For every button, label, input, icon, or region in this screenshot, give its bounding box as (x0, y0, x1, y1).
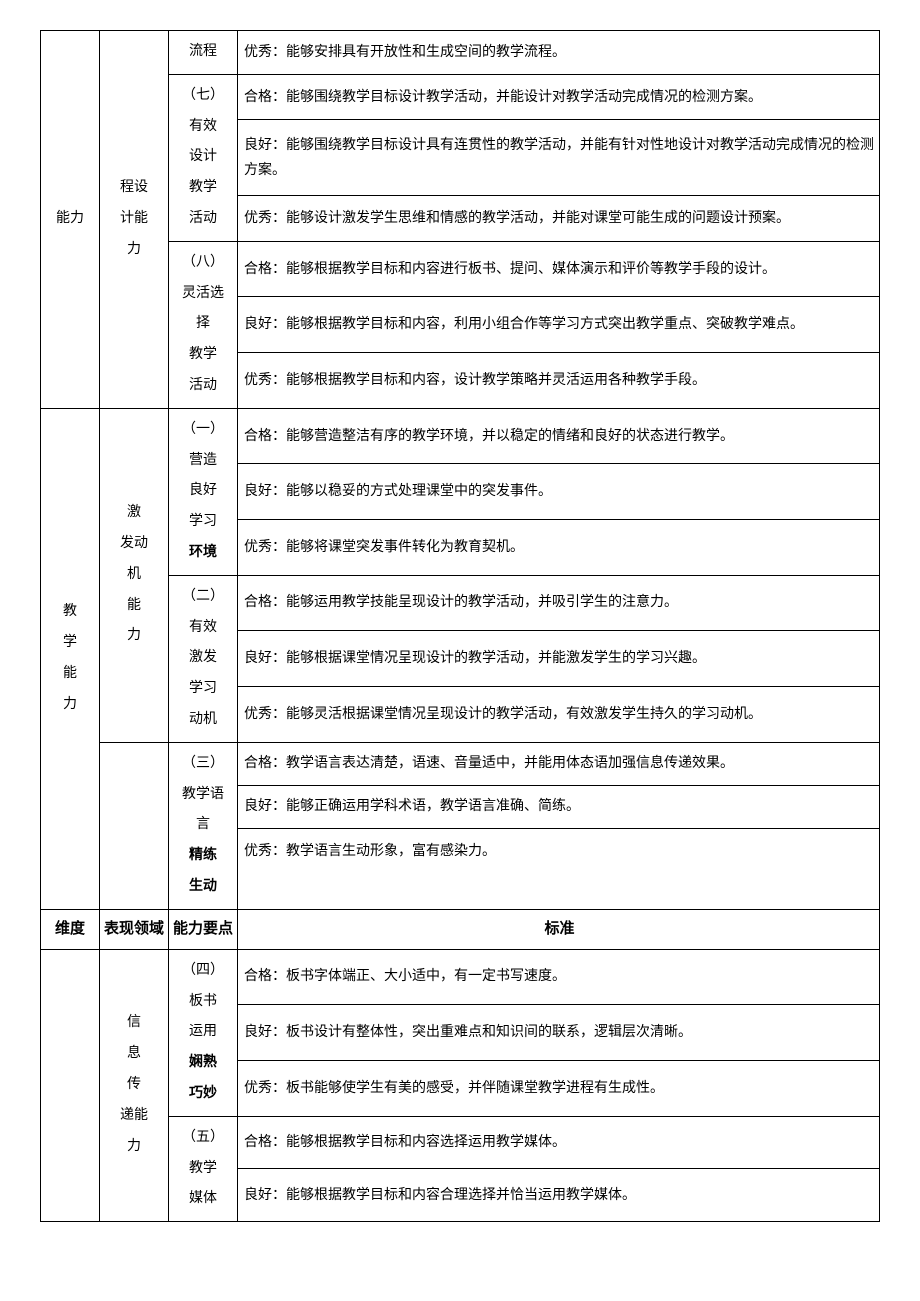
cell-text: 媒体 (173, 1184, 233, 1215)
standard-cell: 优秀：能够设计激发学生思维和情感的教学活动，并能对课堂可能生成的问题设计预案。 (238, 196, 880, 242)
cell-text: 运用 (173, 1017, 233, 1048)
standard-cell: 优秀：教学语言生动形象，富有感染力。 (238, 828, 880, 909)
cell-text: 设计 (173, 142, 233, 173)
cell-text: 递能 (104, 1101, 164, 1132)
cell-text: 信 (104, 1008, 164, 1039)
point-cell: （四） 板书 运用 娴熟 巧妙 (169, 949, 238, 1116)
standard-cell: 合格：能够围绕教学目标设计教学活动，并能设计对教学活动完成情况的检测方案。 (238, 74, 880, 120)
cell-text: 言 (173, 810, 233, 841)
cell-text: 教学 (173, 1154, 233, 1185)
cell-text: 动机 (173, 705, 233, 736)
cell-text: 力 (45, 690, 95, 721)
header-standard: 标准 (238, 909, 880, 949)
standard-cell: 良好：板书设计有整体性，突出重难点和知识间的联系，逻辑层次清晰。 (238, 1005, 880, 1061)
cell-text: 精练 (173, 841, 233, 872)
cell-text: 营造 (173, 446, 233, 477)
cell-text: 灵活选 (173, 279, 233, 310)
page: 能力 程设 计能 力 流程 优秀：能够安排具有开放性和生成空间的教学流程。 （七… (40, 0, 880, 1252)
cell-text: 教学 (173, 173, 233, 204)
standard-cell: 合格：能够根据教学目标和内容进行板书、提问、媒体演示和评价等教学手段的设计。 (238, 241, 880, 297)
point-cell: （一） 营造 良好 学习 环境 (169, 408, 238, 575)
cell-text: （一） (173, 415, 233, 446)
standard-cell: 合格：能够根据教学目标和内容选择运用教学媒体。 (238, 1116, 880, 1169)
standard-cell: 优秀：能够灵活根据课堂情况呈现设计的教学活动，有效激发学生持久的学习动机。 (238, 687, 880, 743)
cell-text: 良好 (173, 476, 233, 507)
cell-text: （四） (173, 956, 233, 987)
cell-text: 能 (45, 659, 95, 690)
area-cell: 激 发动 机 能 力 (100, 408, 169, 742)
cell-text: 传 (104, 1070, 164, 1101)
cell-text: 激 (104, 498, 164, 529)
standard-cell: 优秀：板书能够使学生有美的感受，并伴随课堂教学进程有生成性。 (238, 1061, 880, 1117)
cell-text: 教学 (173, 340, 233, 371)
standard-cell: 良好：能够根据课堂情况呈现设计的教学活动，并能激发学生的学习兴趣。 (238, 631, 880, 687)
cell-text: 息 (104, 1039, 164, 1070)
dimension-cell-empty (41, 949, 100, 1221)
cell-text: 程设 (104, 173, 164, 204)
standard-cell: 良好：能够围绕教学目标设计具有连贯性的教学活动，并能有针对性地设计对教学活动完成… (238, 120, 880, 196)
cell-text: 学习 (173, 507, 233, 538)
area-cell-empty (100, 742, 169, 909)
area-cell: 信 息 传 递能 力 (100, 949, 169, 1221)
area-cell: 程设 计能 力 (100, 31, 169, 409)
cell-text: 计能 (104, 204, 164, 235)
rubric-table: 能力 程设 计能 力 流程 优秀：能够安排具有开放性和生成空间的教学流程。 （七… (40, 30, 880, 1222)
point-cell: （七） 有效 设计 教学 活动 (169, 74, 238, 241)
standard-cell: 合格：板书字体端正、大小适中，有一定书写速度。 (238, 949, 880, 1005)
standard-cell: 优秀：能够根据教学目标和内容，设计教学策略并灵活运用各种教学手段。 (238, 353, 880, 409)
cell-text: 力 (104, 1132, 164, 1163)
cell-text: 学习 (173, 674, 233, 705)
cell-text: 择 (173, 309, 233, 340)
cell-text: 激发 (173, 643, 233, 674)
cell-text: （二） (173, 582, 233, 613)
standard-cell: 良好：能够根据教学目标和内容合理选择并恰当运用教学媒体。 (238, 1169, 880, 1222)
standard-cell: 良好：能够以稳妥的方式处理课堂中的突发事件。 (238, 464, 880, 520)
cell-text: （七） (173, 81, 233, 112)
header-area: 表现领域 (100, 909, 169, 949)
cell-text: （五） (173, 1123, 233, 1154)
standard-cell: 良好：能够正确运用学科术语，教学语言准确、简练。 (238, 785, 880, 828)
cell-text: 能 (104, 591, 164, 622)
cell-text: 力 (104, 235, 164, 266)
cell-text: （三） (173, 749, 233, 780)
table-row: 教 学 能 力 激 发动 机 能 力 （一） 营造 良好 学习 环境 合格：能够… (41, 408, 880, 464)
standard-cell: 优秀：能够安排具有开放性和生成空间的教学流程。 (238, 31, 880, 75)
cell-text: 能力 (45, 204, 95, 235)
point-cell: （八） 灵活选 择 教学 活动 (169, 241, 238, 408)
standard-cell: 合格：能够营造整洁有序的教学环境，并以稳定的情绪和良好的状态进行教学。 (238, 408, 880, 464)
cell-text: 巧妙 (173, 1079, 233, 1110)
cell-text: 有效 (173, 613, 233, 644)
cell-text: 娴熟 (173, 1048, 233, 1079)
cell-text: 活动 (173, 204, 233, 235)
point-cell: （三） 教学语 言 精练 生动 (169, 742, 238, 909)
dimension-cell: 能力 (41, 31, 100, 409)
dimension-cell: 教 学 能 力 (41, 408, 100, 909)
header-point: 能力要点 (169, 909, 238, 949)
cell-text: 教 (45, 597, 95, 628)
cell-text: 活动 (173, 371, 233, 402)
table-row: 信 息 传 递能 力 （四） 板书 运用 娴熟 巧妙 合格：板书字体端正、大小适… (41, 949, 880, 1005)
cell-text: 有效 (173, 112, 233, 143)
standard-cell: 良好：能够根据教学目标和内容，利用小组合作等学习方式突出教学重点、突破教学难点。 (238, 297, 880, 353)
cell-text: 机 (104, 560, 164, 591)
cell-text: 发动 (104, 529, 164, 560)
point-cell: （五） 教学 媒体 (169, 1116, 238, 1221)
table-row: （三） 教学语 言 精练 生动 合格：教学语言表达清楚，语速、音量适中，并能用体… (41, 742, 880, 785)
standard-cell: 合格：能够运用教学技能呈现设计的教学活动，并吸引学生的注意力。 (238, 575, 880, 631)
cell-text: 学 (45, 628, 95, 659)
header-dim: 维度 (41, 909, 100, 949)
table-row: 能力 程设 计能 力 流程 优秀：能够安排具有开放性和生成空间的教学流程。 (41, 31, 880, 75)
cell-text: 力 (104, 621, 164, 652)
cell-text: （八） (173, 248, 233, 279)
cell-text: 环境 (173, 538, 233, 569)
cell-text: 板书 (173, 987, 233, 1018)
cell-text: 教学语 (173, 780, 233, 811)
point-cell: （二） 有效 激发 学习 动机 (169, 575, 238, 742)
cell-text: 生动 (173, 872, 233, 903)
standard-cell: 优秀：能够将课堂突发事件转化为教育契机。 (238, 520, 880, 576)
point-cell: 流程 (169, 31, 238, 75)
standard-cell: 合格：教学语言表达清楚，语速、音量适中，并能用体态语加强信息传递效果。 (238, 742, 880, 785)
cell-text: 流程 (173, 37, 233, 68)
header-row: 维度 表现领域 能力要点 标准 (41, 909, 880, 949)
